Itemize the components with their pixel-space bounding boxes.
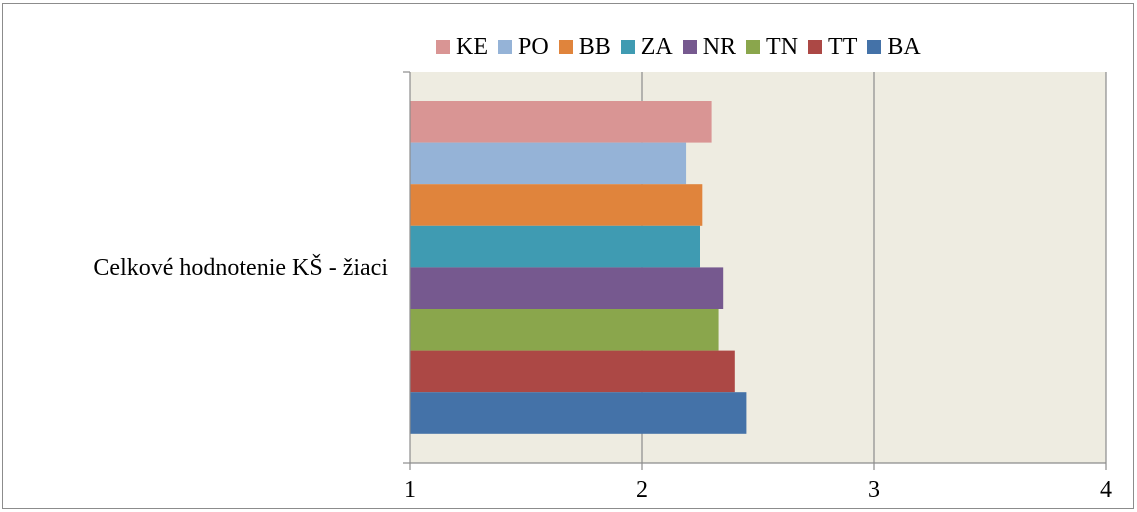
x-ticks: 1 2 3 4 (404, 463, 1112, 503)
x-tick-label: 2 (636, 477, 648, 503)
legend-swatch (746, 40, 761, 54)
bar-za (410, 225, 700, 268)
bar-ke (410, 101, 712, 143)
legend-swatch (558, 40, 573, 54)
bar-tt (410, 350, 735, 393)
legend-label: TT (828, 34, 858, 60)
x-tick-label: 3 (868, 477, 880, 503)
legend-label: PO (518, 34, 549, 60)
legend-label: BA (887, 34, 921, 60)
legend-swatch (498, 40, 512, 54)
bar-bb (410, 184, 703, 226)
legend-item-po: PO (498, 35, 549, 59)
legend-item-tn: TN (746, 35, 798, 59)
bar-po (410, 142, 687, 185)
legend-item-nr: NR (682, 34, 737, 60)
legend-item-za: ZA (620, 34, 673, 60)
legend-item-ke: KE (436, 35, 488, 59)
bar-nr (410, 267, 724, 309)
legend-swatch (620, 40, 635, 54)
legend-label: ZA (640, 34, 673, 60)
bar-ba (410, 392, 747, 434)
bar-tn (410, 309, 719, 351)
legend-label: KE (456, 34, 488, 60)
legend-label: TN (766, 34, 799, 60)
x-tick-label: 4 (1100, 477, 1112, 503)
legend-swatch (682, 40, 697, 54)
legend-item-ba: BA (867, 34, 921, 60)
category-label: Celkové hodnotenie KŠ - žiaci (93, 254, 388, 281)
legend-swatch (867, 40, 882, 54)
legend-item-bb: BB (558, 34, 611, 60)
x-tick-label: 1 (404, 477, 416, 503)
legend-item-tt: TT (808, 35, 857, 59)
legend: KE PO BB ZA NR TN TT BA (436, 30, 931, 64)
legend-label: NR (702, 34, 737, 60)
axes (403, 71, 1106, 464)
legend-swatch (808, 40, 823, 54)
bars (410, 101, 747, 434)
legend-label: BB (578, 34, 611, 60)
legend-swatch (436, 40, 450, 54)
